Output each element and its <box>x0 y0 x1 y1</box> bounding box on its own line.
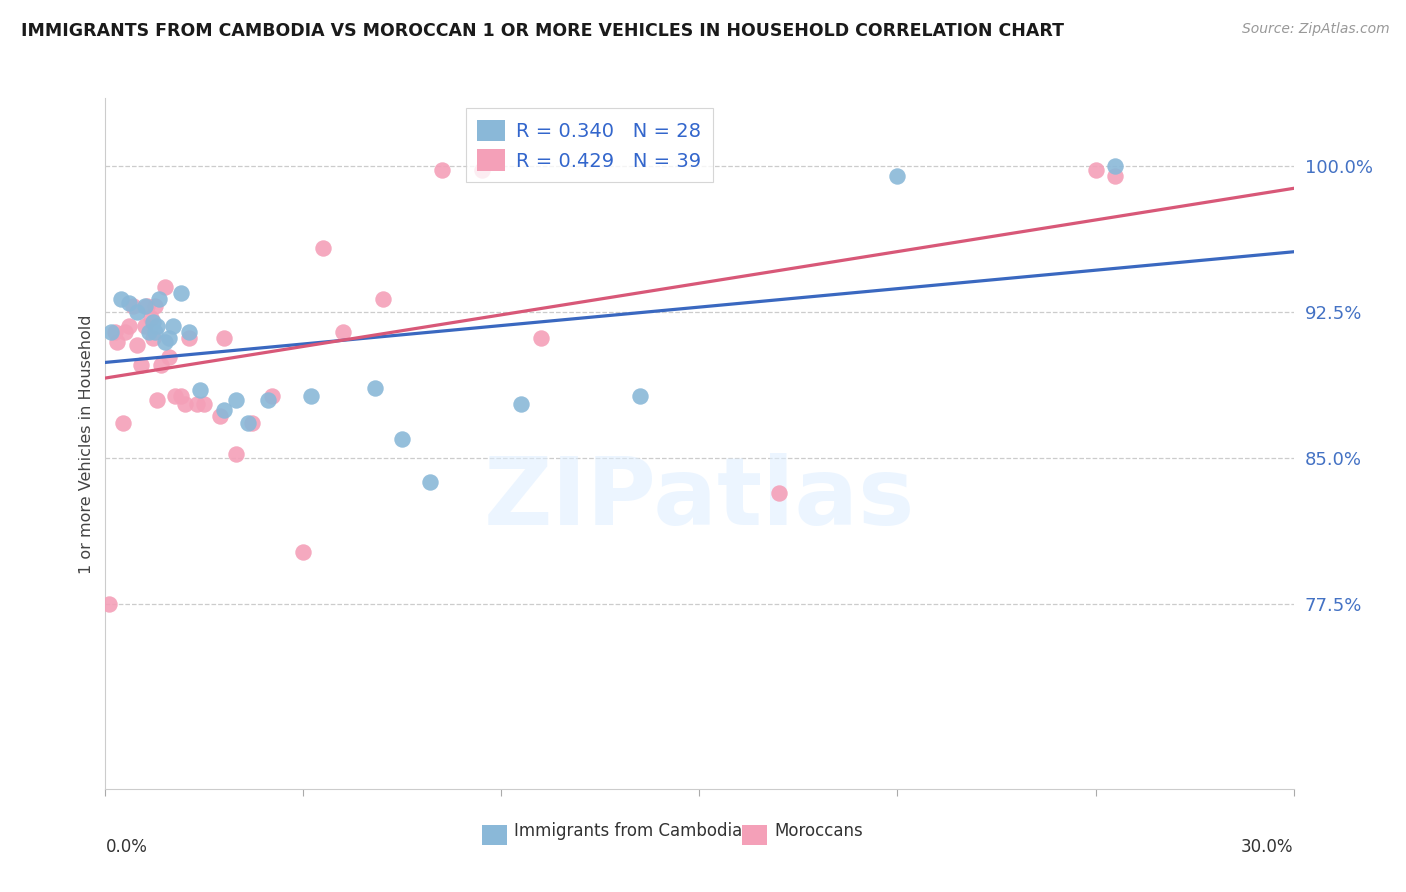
Point <box>139 311 162 326</box>
Point <box>1084 163 1107 178</box>
Y-axis label: 1 or more Vehicles in Household: 1 or more Vehicles in Household <box>79 314 94 574</box>
Point <box>143 325 166 339</box>
Point <box>153 334 176 349</box>
Point <box>170 285 193 300</box>
Point <box>118 295 141 310</box>
Point <box>256 392 278 407</box>
Point <box>104 325 127 339</box>
Point <box>177 325 200 339</box>
Point <box>391 432 413 446</box>
Point <box>214 331 236 345</box>
Point <box>100 325 122 339</box>
Point <box>163 389 186 403</box>
Point <box>134 318 156 333</box>
Point <box>299 389 322 403</box>
Point <box>122 300 145 314</box>
Point <box>292 545 315 559</box>
Point <box>193 397 215 411</box>
Point <box>332 325 354 339</box>
Point <box>236 417 259 431</box>
Point <box>142 315 165 329</box>
Point <box>214 402 236 417</box>
Point <box>471 163 494 178</box>
Point <box>186 397 208 411</box>
Point <box>1104 169 1126 183</box>
Point <box>146 392 169 407</box>
Point <box>628 389 651 403</box>
Legend: R = 0.340   N = 28, R = 0.429   N = 39: R = 0.340 N = 28, R = 0.429 N = 39 <box>465 108 713 182</box>
Point <box>430 163 453 178</box>
Point <box>162 318 184 333</box>
Point <box>127 305 149 319</box>
Text: ZIPatlas: ZIPatlas <box>484 453 915 545</box>
Point <box>173 397 195 411</box>
Point <box>510 397 533 411</box>
Point <box>98 598 121 612</box>
Point <box>419 475 441 489</box>
Point <box>768 486 790 500</box>
Point <box>240 417 263 431</box>
Point <box>129 358 152 372</box>
Point <box>157 331 180 345</box>
Point <box>153 280 176 294</box>
Point <box>143 300 166 314</box>
Point <box>225 392 247 407</box>
Point <box>530 331 553 345</box>
Text: 30.0%: 30.0% <box>1241 838 1294 856</box>
Text: Source: ZipAtlas.com: Source: ZipAtlas.com <box>1241 22 1389 37</box>
Point <box>110 292 132 306</box>
Point <box>136 300 159 314</box>
Point <box>312 241 335 255</box>
Point <box>190 383 212 397</box>
Point <box>209 409 232 423</box>
Point <box>886 169 908 183</box>
Text: Moroccans: Moroccans <box>773 822 863 840</box>
Point <box>142 331 165 345</box>
Point <box>114 325 136 339</box>
Point <box>112 417 135 431</box>
Point <box>146 318 169 333</box>
Point <box>364 381 387 395</box>
Point <box>225 448 247 462</box>
Point <box>157 350 180 364</box>
Point <box>134 300 156 314</box>
Point <box>118 318 141 333</box>
Point <box>127 338 149 352</box>
Text: Immigrants from Cambodia: Immigrants from Cambodia <box>513 822 742 840</box>
Text: IMMIGRANTS FROM CAMBODIA VS MOROCCAN 1 OR MORE VEHICLES IN HOUSEHOLD CORRELATION: IMMIGRANTS FROM CAMBODIA VS MOROCCAN 1 O… <box>21 22 1064 40</box>
Point <box>260 389 283 403</box>
Point <box>177 331 200 345</box>
Point <box>148 292 170 306</box>
Point <box>138 325 160 339</box>
Text: 0.0%: 0.0% <box>105 838 148 856</box>
Point <box>371 292 394 306</box>
Point <box>105 334 128 349</box>
Point <box>1104 159 1126 173</box>
Point <box>170 389 193 403</box>
Point <box>149 358 172 372</box>
